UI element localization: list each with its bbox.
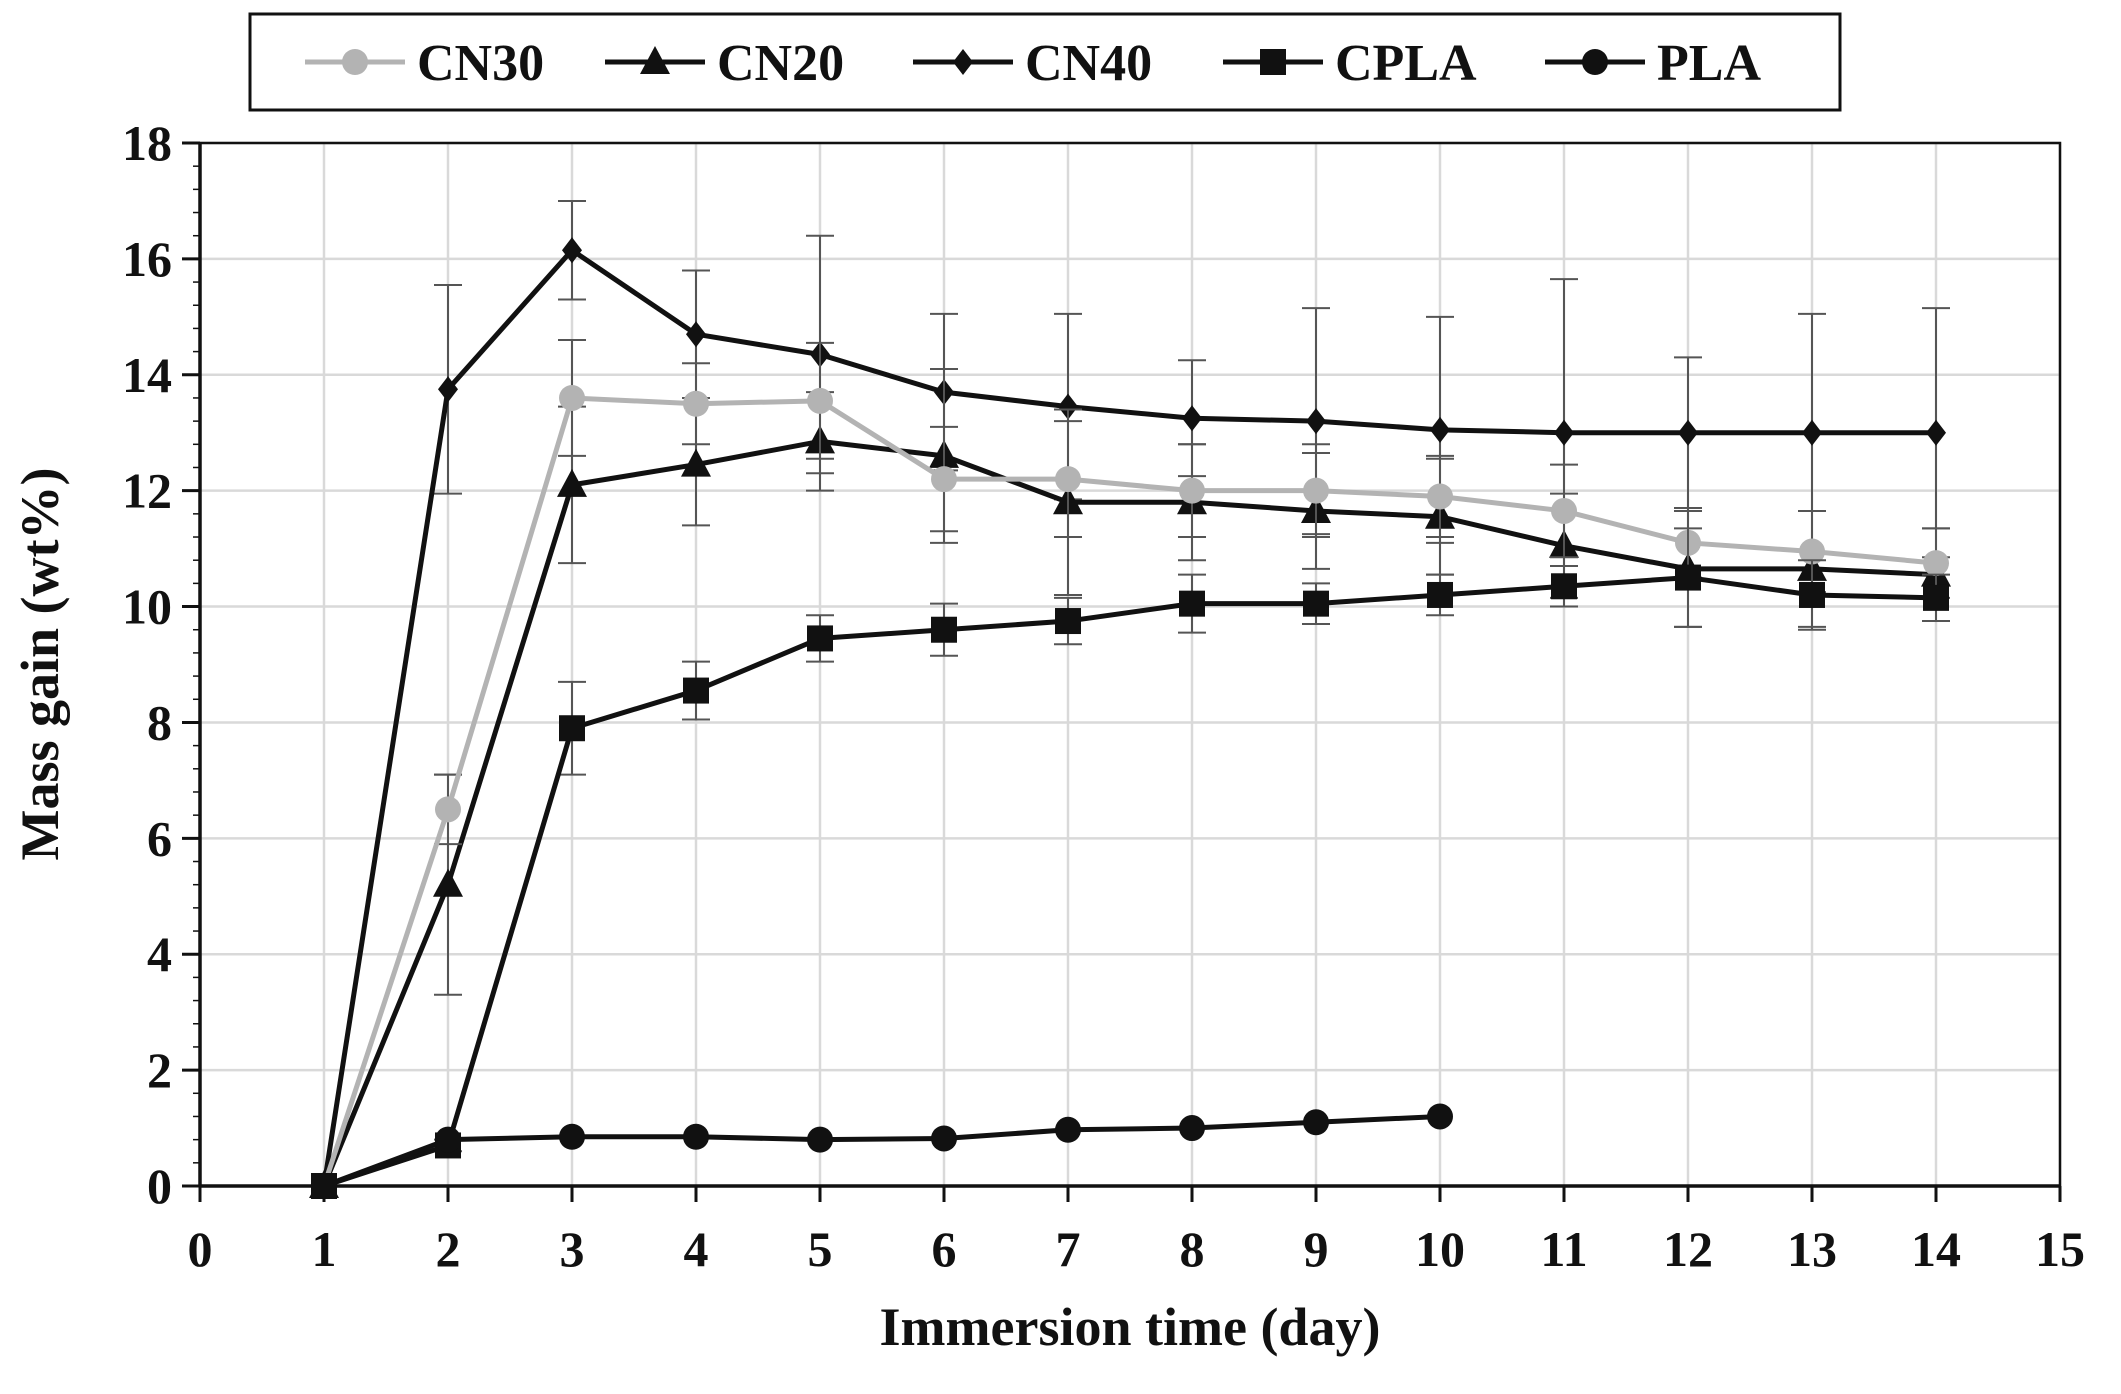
series-line-cpla	[323, 575, 1937, 1189]
data-point-cn30	[807, 387, 833, 414]
legend-marker-cn40	[953, 49, 973, 75]
series-line-pla	[323, 1113, 1441, 1189]
data-point-cpla	[1055, 608, 1081, 635]
x-tick-label: 14	[1911, 1221, 1961, 1277]
legend-marker-pla	[1582, 49, 1608, 75]
y-axis-label: Mass gain (wt%)	[10, 468, 70, 861]
data-point-cpla	[1303, 590, 1329, 617]
data-point-cpla	[931, 616, 957, 643]
data-point-cn30	[931, 466, 957, 493]
y-tick-label: 18	[122, 115, 172, 171]
data-point-cpla	[559, 715, 585, 742]
data-point-pla	[559, 1123, 585, 1150]
x-tick-label: 1	[312, 1221, 337, 1277]
y-tick-label: 2	[147, 1042, 172, 1098]
x-tick-label: 7	[1056, 1221, 1081, 1277]
x-tick-label: 5	[808, 1221, 833, 1277]
data-point-cn40	[1306, 408, 1326, 435]
data-point-pla	[1055, 1116, 1081, 1143]
data-point-cn40	[1554, 419, 1574, 446]
y-tick-label: 10	[122, 579, 172, 635]
x-tick-label: 4	[684, 1221, 709, 1277]
data-point-pla	[435, 1126, 461, 1153]
data-point-pla	[807, 1126, 833, 1153]
data-point-pla	[1427, 1103, 1453, 1130]
data-point-cn40	[562, 237, 582, 264]
data-point-pla	[683, 1123, 709, 1150]
legend: CN30 CN20 CN40 CPLA PLA	[248, 12, 1842, 112]
data-point-pla	[931, 1125, 957, 1152]
data-point-cn30	[1923, 550, 1949, 577]
x-tick-label: 8	[1180, 1221, 1205, 1277]
legend-label-pla: PLA	[1657, 35, 1761, 92]
x-tick-label: 0	[188, 1221, 213, 1277]
legend-label-cn40: CN40	[1025, 35, 1152, 92]
data-point-cn20	[433, 868, 463, 897]
data-point-cn30	[1055, 466, 1081, 493]
y-tick-label: 4	[147, 926, 172, 982]
data-point-cpla	[1923, 584, 1949, 611]
data-point-cn30	[1179, 477, 1205, 504]
data-point-cn30	[435, 796, 461, 823]
x-tick-label: 12	[1663, 1221, 1713, 1277]
grid	[198, 141, 2062, 1188]
data-point-cn30	[1799, 538, 1825, 565]
data-point-cpla	[1551, 573, 1577, 600]
data-point-cn40	[1678, 419, 1698, 446]
x-axis-label: Immersion time (day)	[880, 1297, 1381, 1357]
data-point-cn30	[1551, 497, 1577, 524]
x-tick-label: 15	[2035, 1221, 2085, 1277]
series-pla	[311, 1103, 1453, 1199]
y-tick-label: 6	[147, 810, 172, 866]
legend-marker-cn20	[640, 46, 670, 74]
x-tick-label: 3	[560, 1221, 585, 1277]
data-point-cn30	[559, 384, 585, 411]
legend-marker-cpla	[1260, 49, 1286, 75]
y-tick-label: 8	[147, 694, 172, 750]
data-point-cn40	[438, 376, 458, 403]
x-tick-label: 13	[1787, 1221, 1837, 1277]
series-line-cn30	[321, 395, 1937, 1187]
data-point-cn20	[557, 468, 587, 497]
data-point-cpla	[1675, 564, 1701, 591]
y-tick-label: 12	[122, 463, 172, 519]
data-point-cn20	[681, 448, 711, 477]
data-point-cpla	[1799, 581, 1825, 608]
data-point-cpla	[1179, 590, 1205, 617]
series-line-cn20	[321, 438, 1937, 1187]
data-point-cn30	[1303, 477, 1329, 504]
x-tick-label: 6	[932, 1221, 957, 1277]
legend-label-cpla: CPLA	[1335, 35, 1477, 92]
x-tick-label: 11	[1540, 1221, 1587, 1277]
x-tick-label: 10	[1415, 1221, 1465, 1277]
data-point-cn30	[1427, 483, 1453, 510]
legend-label-cn20: CN20	[717, 35, 844, 92]
series	[309, 199, 1951, 1199]
data-point-cn30	[683, 390, 709, 417]
data-point-pla	[311, 1173, 337, 1199]
legend-label-cn30: CN30	[417, 35, 544, 92]
data-point-cn40	[1926, 419, 1946, 446]
y-tick-label: 16	[122, 231, 172, 287]
data-point-cpla	[1427, 581, 1453, 608]
data-point-cpla	[683, 677, 709, 704]
x-tick-label: 9	[1304, 1221, 1329, 1277]
data-point-cn40	[1182, 405, 1202, 432]
legend-marker-cn30	[342, 49, 368, 75]
y-tick-label: 0	[147, 1158, 172, 1214]
data-point-cn40	[1802, 419, 1822, 446]
series-line-cn40	[321, 247, 1936, 1187]
data-point-pla	[1303, 1109, 1329, 1136]
data-point-cn40	[686, 321, 706, 348]
data-point-cn40	[1430, 416, 1450, 443]
data-point-pla	[1179, 1115, 1205, 1142]
x-tick-label: 2	[436, 1221, 461, 1277]
plot-area	[200, 143, 2060, 1186]
data-point-cn40	[1058, 393, 1078, 420]
y-tick-label: 14	[122, 347, 172, 403]
data-point-cpla	[807, 625, 833, 652]
